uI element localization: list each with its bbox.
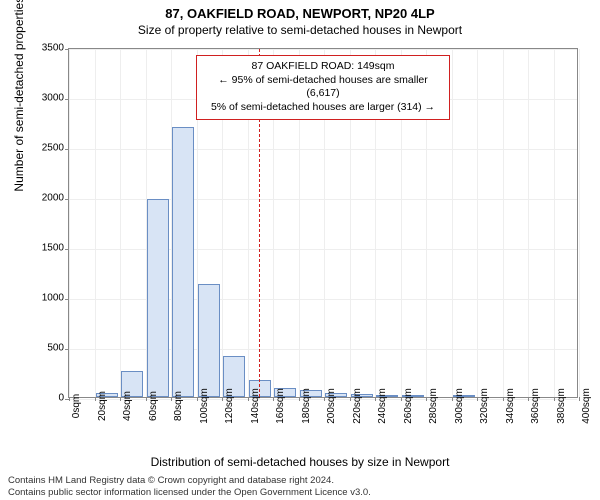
attribution-line2: Contains public sector information licen… xyxy=(8,487,592,498)
xtick-mark xyxy=(248,397,249,401)
gridline-v xyxy=(452,49,453,397)
attribution-line1: Contains HM Land Registry data © Crown c… xyxy=(8,475,592,486)
xtick-label: 240sqm xyxy=(377,388,388,424)
xtick-label: 0sqm xyxy=(71,394,82,418)
xtick-label: 20sqm xyxy=(97,391,108,421)
ytick-label: 0 xyxy=(24,393,64,404)
xtick-label: 160sqm xyxy=(275,388,286,424)
xtick-mark xyxy=(554,397,555,401)
chart-container: 87, OAKFIELD ROAD, NEWPORT, NP20 4LP Siz… xyxy=(0,0,600,500)
ytick-label: 3000 xyxy=(24,93,64,104)
histogram-bar xyxy=(172,127,194,397)
xtick-label: 100sqm xyxy=(199,388,210,424)
xtick-label: 220sqm xyxy=(352,388,363,424)
gridline-v xyxy=(69,49,70,397)
xtick-mark xyxy=(299,397,300,401)
xtick-mark xyxy=(375,397,376,401)
xtick-label: 300sqm xyxy=(454,388,465,424)
gridline-v xyxy=(120,49,121,397)
xtick-label: 320sqm xyxy=(479,388,490,424)
xtick-mark xyxy=(120,397,121,401)
xtick-label: 380sqm xyxy=(556,388,567,424)
xtick-label: 40sqm xyxy=(122,391,133,421)
xtick-label: 180sqm xyxy=(301,388,312,424)
property-annotation: 87 OAKFIELD ROAD: 149sqm ← 95% of semi-d… xyxy=(196,55,450,120)
ytick-label: 2500 xyxy=(24,143,64,154)
xtick-label: 80sqm xyxy=(173,391,184,421)
xtick-mark xyxy=(426,397,427,401)
xtick-mark xyxy=(350,397,351,401)
x-axis-label: Distribution of semi-detached houses by … xyxy=(0,455,600,469)
xtick-label: 280sqm xyxy=(428,388,439,424)
xtick-mark xyxy=(222,397,223,401)
ytick-label: 3500 xyxy=(24,43,64,54)
attribution-text: Contains HM Land Registry data © Crown c… xyxy=(8,475,592,498)
ytick-label: 500 xyxy=(24,343,64,354)
annotation-line2: ← 95% of semi-detached houses are smalle… xyxy=(207,74,439,101)
histogram-bar xyxy=(147,199,169,397)
gridline-v xyxy=(528,49,529,397)
xtick-label: 60sqm xyxy=(148,391,159,421)
xtick-mark xyxy=(503,397,504,401)
ytick-label: 1000 xyxy=(24,293,64,304)
xtick-label: 120sqm xyxy=(224,388,235,424)
xtick-label: 360sqm xyxy=(530,388,541,424)
xtick-mark xyxy=(171,397,172,401)
xtick-mark xyxy=(95,397,96,401)
xtick-mark xyxy=(528,397,529,401)
xtick-mark xyxy=(197,397,198,401)
chart-subtitle: Size of property relative to semi-detach… xyxy=(0,21,600,37)
xtick-mark xyxy=(452,397,453,401)
xtick-label: 400sqm xyxy=(581,388,592,424)
xtick-label: 200sqm xyxy=(326,388,337,424)
annotation-line3: 5% of semi-detached houses are larger (3… xyxy=(207,101,439,115)
xtick-mark xyxy=(477,397,478,401)
xtick-mark xyxy=(579,397,580,401)
gridline-v xyxy=(554,49,555,397)
xtick-label: 260sqm xyxy=(403,388,414,424)
xtick-mark xyxy=(324,397,325,401)
gridline-v xyxy=(503,49,504,397)
xtick-label: 340sqm xyxy=(505,388,516,424)
xtick-mark xyxy=(273,397,274,401)
xtick-mark xyxy=(146,397,147,401)
ytick-label: 2000 xyxy=(24,193,64,204)
ytick-label: 1500 xyxy=(24,243,64,254)
gridline-v xyxy=(579,49,580,397)
plot-area: 87 OAKFIELD ROAD: 149sqm ← 95% of semi-d… xyxy=(68,48,578,398)
annotation-line1: 87 OAKFIELD ROAD: 149sqm xyxy=(207,60,439,74)
chart-title: 87, OAKFIELD ROAD, NEWPORT, NP20 4LP xyxy=(0,0,600,21)
gridline-v xyxy=(95,49,96,397)
xtick-mark xyxy=(401,397,402,401)
xtick-mark xyxy=(69,397,70,401)
gridline-v xyxy=(477,49,478,397)
histogram-bar xyxy=(198,284,220,397)
